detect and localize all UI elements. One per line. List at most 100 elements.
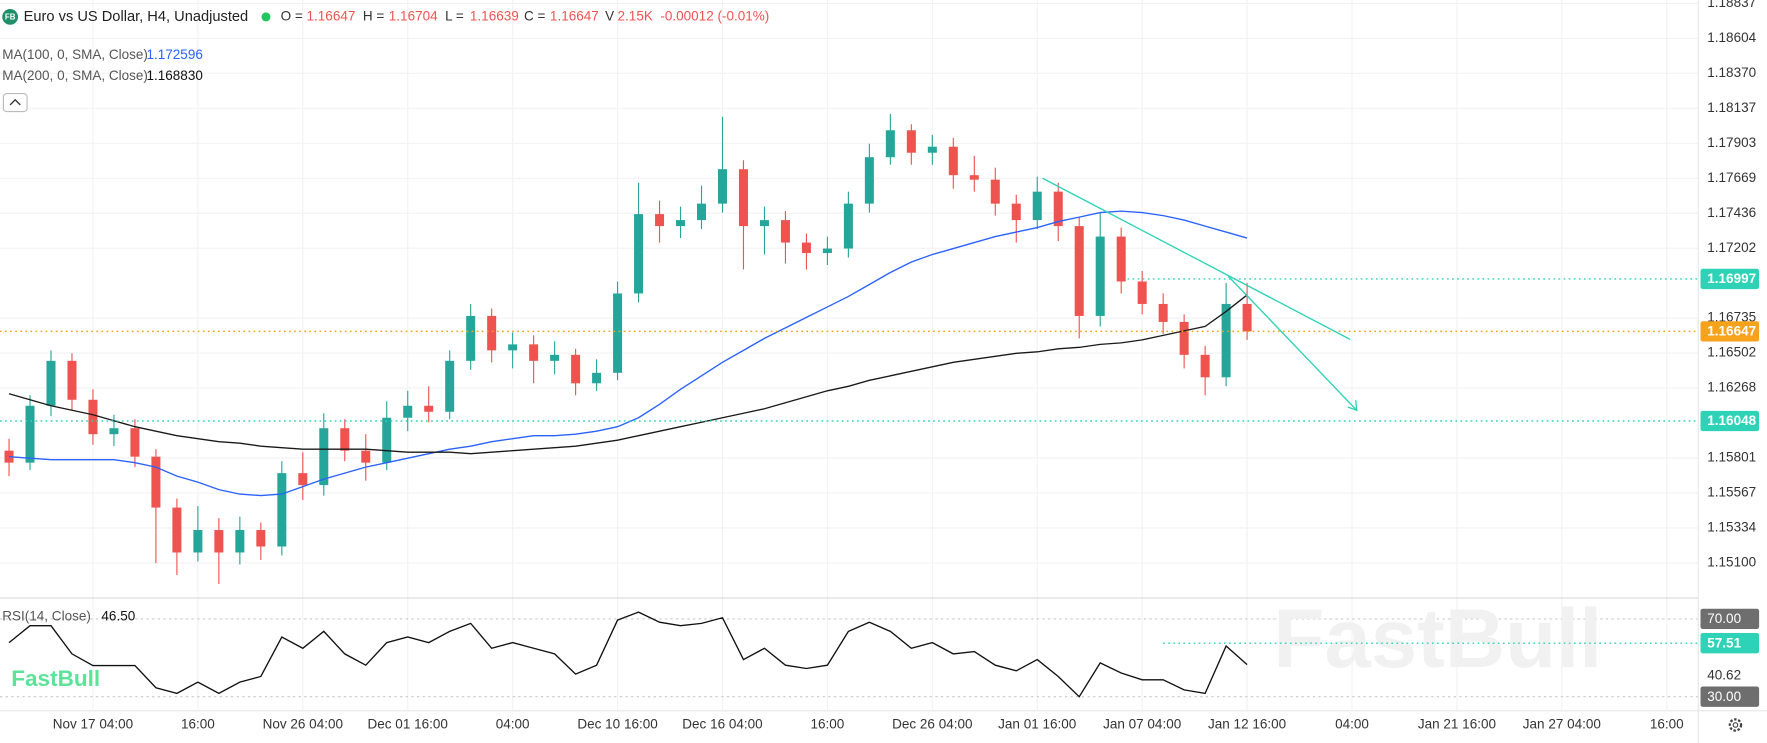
candle-body <box>151 456 161 508</box>
ohlc-label: H = <box>363 8 385 23</box>
candle-body <box>990 179 1000 204</box>
candle-body <box>822 248 832 254</box>
rsi-level-box <box>1700 686 1760 707</box>
candle-body <box>676 220 686 227</box>
candle-body <box>172 507 182 553</box>
collapse-button[interactable] <box>2 93 28 113</box>
candle-body <box>46 360 56 406</box>
candle-body <box>1074 226 1084 316</box>
candle-body <box>25 405 35 463</box>
candle-body <box>1095 236 1105 316</box>
trend-line <box>1042 177 1351 340</box>
y-tick-label: 1.18604 <box>1707 30 1756 45</box>
candle-body <box>109 428 119 435</box>
candle-body <box>738 169 748 227</box>
candle-body <box>235 530 245 553</box>
x-tick-label: Jan 01 16:00 <box>998 717 1076 732</box>
candle-body <box>487 315 497 351</box>
candle-body <box>696 203 707 221</box>
x-tick-label: Jan 12 16:00 <box>1208 717 1286 732</box>
ohlc-label: L = <box>445 8 464 23</box>
change-value: -0.00012 (-0.01%) <box>660 8 769 23</box>
price-label: 1.16997 <box>1707 271 1756 286</box>
symbol-logo-text: FB <box>5 13 16 22</box>
candle-body <box>948 146 958 176</box>
y-tick-label: 1.16502 <box>1707 345 1756 360</box>
candle-body <box>508 344 518 351</box>
candle-body <box>1137 281 1147 304</box>
x-tick-label: Dec 01 16:00 <box>368 717 448 732</box>
brand-logo: FastBull <box>11 666 100 691</box>
candle-body <box>1158 303 1168 322</box>
candle-body <box>130 428 140 457</box>
candle-body <box>193 530 203 553</box>
volume-value: 2.15K <box>618 8 653 23</box>
settings-icon-core <box>1732 722 1739 728</box>
candle-body <box>67 360 77 400</box>
symbol-logo <box>2 9 19 25</box>
candle-body <box>1242 303 1252 332</box>
market-status <box>261 12 271 22</box>
price-label-box <box>1700 410 1760 432</box>
candle-body <box>927 146 937 153</box>
ohlc-value: 1.16639 <box>470 8 519 23</box>
plot <box>0 113 1699 698</box>
candle-body <box>613 293 623 373</box>
candle-body <box>382 417 392 463</box>
price-label-box <box>1700 633 1760 654</box>
candle-body <box>1179 321 1189 355</box>
candle-body <box>571 354 581 384</box>
watermark: FastBull <box>1273 591 1602 685</box>
price-label-box <box>1700 268 1760 290</box>
candle-body <box>4 450 14 463</box>
y-tick-label: 1.15567 <box>1707 485 1756 500</box>
y-tick-label: 1.15801 <box>1707 450 1756 465</box>
ma-legend-value: 1.172596 <box>146 47 202 62</box>
x-tick-label: 16:00 <box>811 717 845 732</box>
x-tick-label: Dec 16 04:00 <box>682 717 762 732</box>
series-line <box>8 611 1248 698</box>
candle-body <box>1032 191 1042 221</box>
x-tick-label: Jan 07 04:00 <box>1103 717 1181 732</box>
x-tick-label: Dec 26 04:00 <box>892 717 972 732</box>
candle-body <box>466 315 476 361</box>
y-tick-label: 1.18370 <box>1707 65 1756 80</box>
price-label-box <box>1700 321 1760 342</box>
candle-body <box>717 169 727 204</box>
candle-body <box>361 450 371 463</box>
x-tick-label: 16:00 <box>1650 717 1684 732</box>
y-tick-label: 1.17903 <box>1707 135 1756 150</box>
arrow-line <box>1227 275 1358 411</box>
y-tick-label: 1.16735 <box>1707 310 1756 325</box>
rsi-level-box <box>1700 608 1760 630</box>
candle-body <box>759 220 769 227</box>
candle-body <box>780 220 790 243</box>
ohlc-value: 1.16647 <box>307 8 356 23</box>
candle-body <box>1011 203 1021 221</box>
candle-body <box>277 473 287 547</box>
ohlc-label: C = <box>524 8 546 23</box>
candle-body <box>550 354 560 361</box>
y-tick-label: 1.18137 <box>1707 100 1756 115</box>
candle-body <box>801 242 811 254</box>
y-tick-label: 1.15334 <box>1707 520 1756 535</box>
ma-legend-label: MA(200, 0, SMA, Close) <box>2 68 148 83</box>
x-tick-label: Nov 17 04:00 <box>53 717 133 732</box>
ma-legend-label: MA(100, 0, SMA, Close) <box>2 47 148 62</box>
ohlc-label: O = <box>281 8 303 23</box>
x-tick-label: Nov 26 04:00 <box>263 717 343 732</box>
candle-body <box>529 344 539 361</box>
price-label: 57.51 <box>1707 635 1741 650</box>
y-tick-label: 1.15100 <box>1707 555 1756 570</box>
candle-body <box>864 157 874 204</box>
rsi-legend-value: 46.50 <box>101 608 135 623</box>
price-label: 1.16048 <box>1707 413 1756 428</box>
candle-body <box>843 203 853 249</box>
candle-body <box>403 405 413 418</box>
candle-body <box>88 399 98 435</box>
settings-button[interactable] <box>1728 718 1743 732</box>
candle-body <box>906 130 916 153</box>
candle-body <box>885 130 895 158</box>
